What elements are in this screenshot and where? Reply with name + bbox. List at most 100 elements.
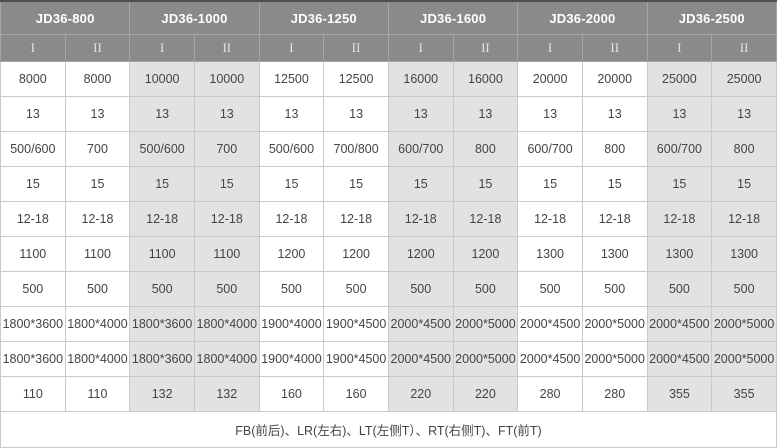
table-cell: 1200 <box>387 236 454 272</box>
table-cell: 13 <box>711 96 777 132</box>
table-cell: 132 <box>193 376 260 412</box>
table-row: 500/600 700 500/600 700 500/600 700/800 600/70… <box>0 131 777 167</box>
table-cell: 15 <box>387 166 454 202</box>
table-cell: 800 <box>581 131 648 167</box>
table-cell: 25000 <box>646 61 713 97</box>
table-cell: 600/700 <box>646 131 713 167</box>
footer-note: FB(前后)、LR(左右)、LT(左侧T）、RT(右侧T)、FT(前T) <box>0 411 777 448</box>
subheader-cell: II <box>711 34 777 62</box>
table-cell: 500 <box>323 271 389 307</box>
table-cell: 12-18 <box>129 201 195 237</box>
table-cell: 220 <box>452 376 519 412</box>
table-cell: 2000*5000 <box>711 341 777 377</box>
table-cell: 13 <box>646 96 713 132</box>
table-cell: 500 <box>0 271 66 307</box>
table-cell: 2000*5000 <box>452 306 519 342</box>
table-cell: 12500 <box>323 61 389 97</box>
table-cell: 12-18 <box>0 201 66 237</box>
table-cell: 600/700 <box>517 131 583 167</box>
table-cell: 16000 <box>452 61 519 97</box>
model-header-2: JD36-1000 <box>129 1 260 35</box>
table-row: 1100 1100 1100 1100 1200 1200 1200 1200 1300 1300… <box>0 236 777 272</box>
table-cell: 600/700 <box>387 131 454 167</box>
table-cell: 2000*4500 <box>646 341 713 377</box>
table-cell: 13 <box>0 96 66 132</box>
model-header-1: JD36-800 <box>0 1 131 35</box>
table-cell: 13 <box>258 96 325 132</box>
table-cell: 12-18 <box>646 201 713 237</box>
table-cell: 800 <box>452 131 519 167</box>
table-cell: 160 <box>258 376 325 412</box>
table-cell: 1900*4500 <box>323 306 389 342</box>
subheader-cell: II <box>193 34 260 62</box>
subheader-cell: I <box>258 34 325 62</box>
table-cell: 700 <box>193 131 260 167</box>
table-cell: 500 <box>517 271 583 307</box>
table-cell: 1100 <box>0 236 66 272</box>
table-cell: 2000*5000 <box>452 341 519 377</box>
table-cell: 700/800 <box>323 131 389 167</box>
table-cell: 1300 <box>711 236 777 272</box>
model-header-6: JD36-2500 <box>646 1 778 35</box>
table-cell: 2000*5000 <box>711 306 777 342</box>
table-cell: 2000*4500 <box>387 306 454 342</box>
table-cell: 500 <box>387 271 454 307</box>
table-cell: 12-18 <box>711 201 777 237</box>
table-cell: 500 <box>711 271 777 307</box>
table-cell: 15 <box>646 166 713 202</box>
table-cell: 1900*4500 <box>323 341 389 377</box>
table-cell: 20000 <box>517 61 583 97</box>
table-cell: 15 <box>129 166 195 202</box>
table-cell: 1200 <box>258 236 325 272</box>
table-cell: 355 <box>646 376 713 412</box>
table-cell: 280 <box>517 376 583 412</box>
subheader-cell: II <box>64 34 131 62</box>
table-cell: 10000 <box>193 61 260 97</box>
table-row: 15 15 15 15 15 15 15 15 15 15 15 15 <box>0 166 777 202</box>
table-cell: 1300 <box>646 236 713 272</box>
table-cell: 1800*4000 <box>193 341 260 377</box>
subheader-cell: I <box>0 34 66 62</box>
table-row: 500 500 500 500 500 500 500 500 500 500 500 500 <box>0 271 777 307</box>
table-cell: 12-18 <box>452 201 519 237</box>
table-cell: 500 <box>646 271 713 307</box>
table-cell: 1900*4000 <box>258 341 325 377</box>
table-cell: 500 <box>129 271 195 307</box>
table-cell: 13 <box>193 96 260 132</box>
table-cell: 1800*3600 <box>0 341 66 377</box>
table-cell: 13 <box>387 96 454 132</box>
table-cell: 13 <box>64 96 131 132</box>
table-cell: 500 <box>258 271 325 307</box>
table-cell: 15 <box>0 166 66 202</box>
table-cell: 160 <box>323 376 389 412</box>
table-cell: 220 <box>387 376 454 412</box>
table-row: 1800*3600 1800*4000 1800*3600 1800*4000 1900… <box>0 341 777 377</box>
table-cell: 132 <box>129 376 195 412</box>
table-cell: 1800*4000 <box>193 306 260 342</box>
table-row: 1800*3600 1800*4000 1800*3600 1800*4000 1900… <box>0 306 777 342</box>
table-row: 8000 8000 10000 10000 12500 12500 16000 16000 20… <box>0 61 777 97</box>
table-cell: 500 <box>581 271 648 307</box>
table-row: 12-18 12-18 12-18 12-18 12-18 12-18 12-18 12-18… <box>0 201 777 237</box>
table-row: 13 13 13 13 13 13 13 13 13 13 13 13 <box>0 96 777 132</box>
table-cell: 500 <box>452 271 519 307</box>
table-cell: 25000 <box>711 61 777 97</box>
table-cell: 1100 <box>193 236 260 272</box>
table-cell: 15 <box>711 166 777 202</box>
table-cell: 1300 <box>517 236 583 272</box>
model-header-5: JD36-2000 <box>517 1 648 35</box>
table-cell: 2000*5000 <box>581 306 648 342</box>
table-cell: 355 <box>711 376 777 412</box>
table-footer: FB(前后)、LR(左右)、LT(左侧T）、RT(右侧T)、FT(前T) <box>0 411 777 448</box>
table-cell: 16000 <box>387 61 454 97</box>
table-cell: 1800*4000 <box>64 341 131 377</box>
table-cell: 12-18 <box>387 201 454 237</box>
table-cell: 13 <box>323 96 389 132</box>
table-cell: 2000*4500 <box>387 341 454 377</box>
table-cell: 12-18 <box>323 201 389 237</box>
footer-row: FB(前后)、LR(左右)、LT(左侧T）、RT(右侧T)、FT(前T) <box>0 411 777 448</box>
table-cell: 12-18 <box>64 201 131 237</box>
table-cell: 15 <box>64 166 131 202</box>
subheader-cell: I <box>387 34 454 62</box>
